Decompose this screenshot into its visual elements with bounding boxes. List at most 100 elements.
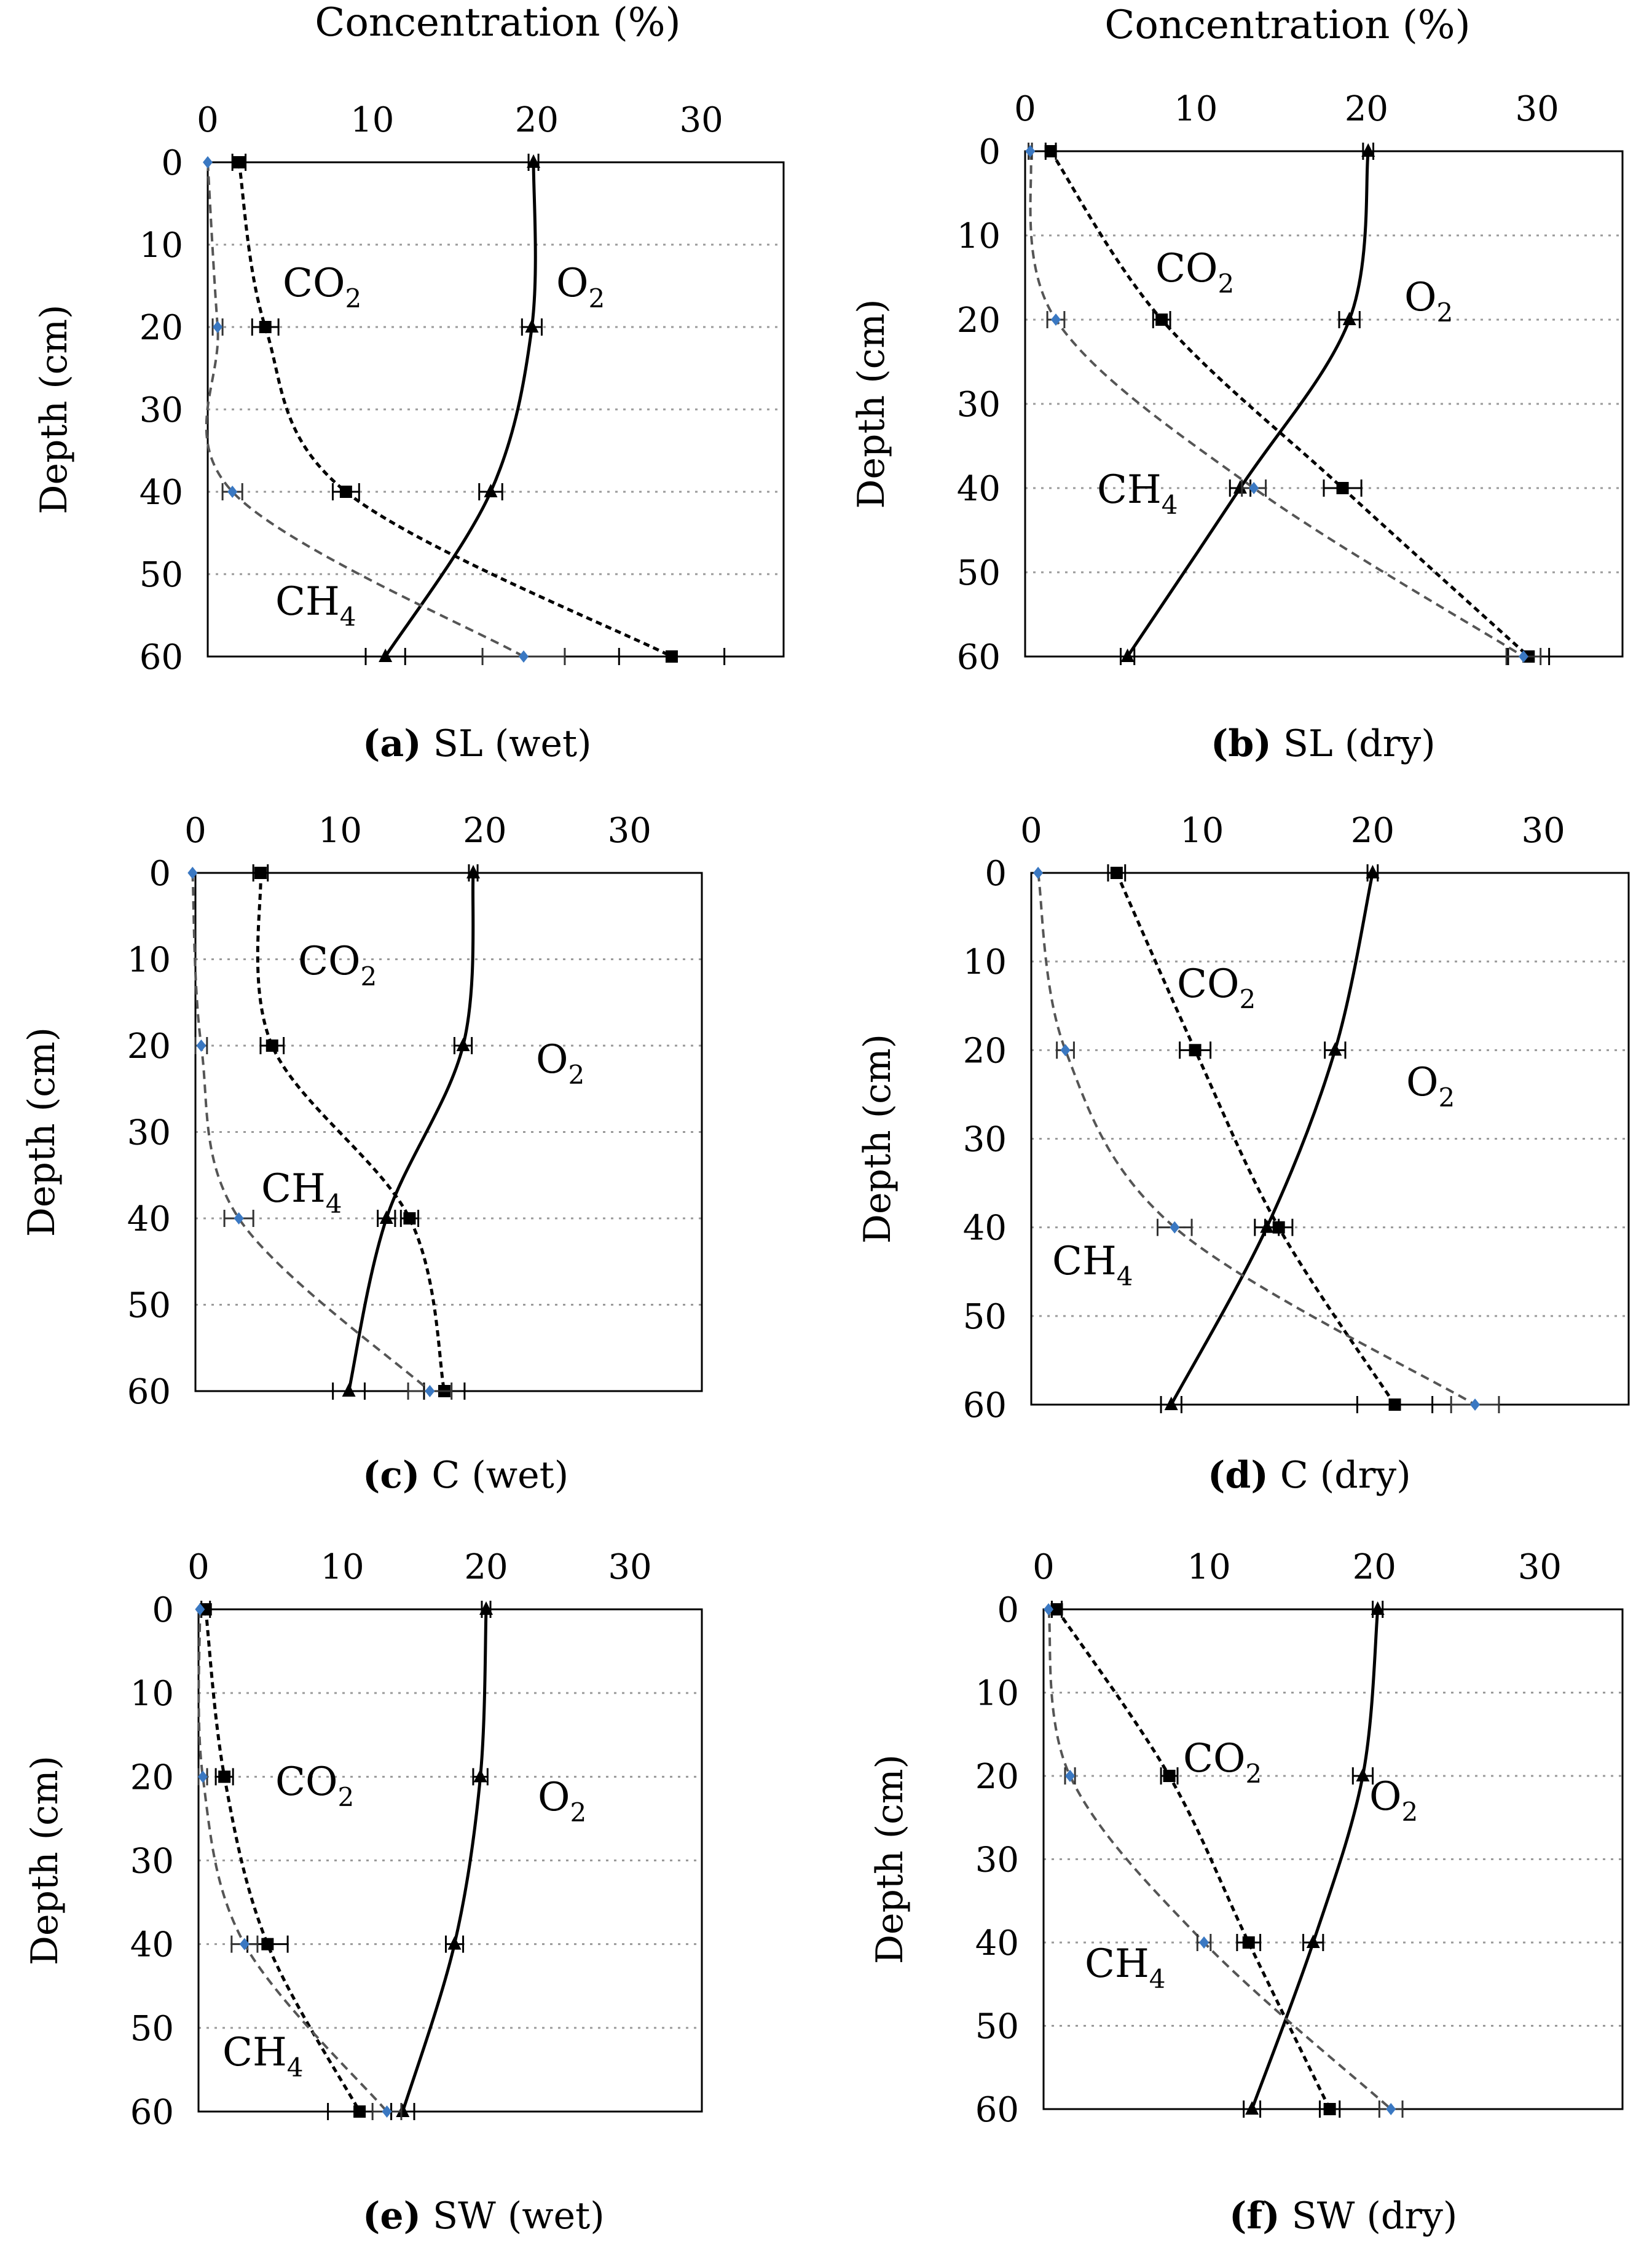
x-tick-label: 10 bbox=[1187, 1547, 1231, 1587]
y-tick-label: 60 bbox=[127, 1372, 171, 1412]
data-point-co2 bbox=[1272, 1221, 1285, 1234]
data-point-co2 bbox=[259, 321, 272, 333]
data-point-o2 bbox=[396, 2104, 410, 2117]
series-label-co2: CO2 bbox=[1155, 246, 1234, 299]
data-point-ch4 bbox=[213, 321, 223, 333]
y-tick-label: 40 bbox=[140, 473, 183, 513]
data-point-o2 bbox=[1361, 143, 1375, 157]
y-tick-label: 0 bbox=[149, 854, 171, 894]
data-point-ch4 bbox=[382, 2105, 392, 2118]
data-point-o2 bbox=[466, 865, 481, 878]
data-point-ch4 bbox=[1386, 2103, 1396, 2115]
series-line-co2 bbox=[1055, 1608, 1331, 2110]
data-point-o2 bbox=[1260, 1219, 1274, 1233]
series-label-o2: O2 bbox=[1404, 275, 1453, 328]
data-point-co2 bbox=[218, 1770, 231, 1783]
y-tick-label: 50 bbox=[130, 2009, 174, 2049]
plot-frame bbox=[1024, 150, 1624, 658]
data-point-o2 bbox=[525, 319, 539, 333]
x-tick-label: 30 bbox=[608, 811, 651, 851]
y-tick-label: 40 bbox=[963, 1209, 1007, 1248]
data-point-co2 bbox=[199, 1603, 212, 1615]
y-tick-label: 40 bbox=[975, 1923, 1019, 1963]
data-point-o2 bbox=[342, 1383, 356, 1397]
y-tick-label: 60 bbox=[140, 637, 183, 677]
data-point-co2 bbox=[232, 156, 245, 168]
x-tick-label: 20 bbox=[1351, 811, 1394, 851]
x-tick-label: 10 bbox=[318, 811, 362, 851]
series-label-o2: O2 bbox=[556, 261, 605, 314]
series-label-ch4: CH4 bbox=[261, 1166, 342, 1219]
x-tick-label: 10 bbox=[1174, 89, 1217, 129]
x-tick-label: 30 bbox=[1518, 1547, 1562, 1587]
data-point-ch4 bbox=[195, 1603, 205, 1615]
data-point-co2 bbox=[1163, 1770, 1176, 1782]
data-point-co2 bbox=[339, 486, 352, 498]
data-point-o2 bbox=[1306, 1935, 1320, 1948]
y-tick-label: 0 bbox=[152, 1590, 174, 1630]
x-tick-label: 30 bbox=[1516, 89, 1559, 129]
data-point-co2 bbox=[665, 650, 678, 663]
series-label-ch4: CH4 bbox=[1052, 1239, 1133, 1292]
data-point-o2 bbox=[379, 649, 393, 662]
y-tick-label: 50 bbox=[963, 1297, 1007, 1337]
series-label-ch4: CH4 bbox=[1085, 1941, 1166, 1994]
data-point-ch4 bbox=[1170, 1221, 1180, 1234]
series-label-o2: O2 bbox=[536, 1037, 584, 1090]
series-label-o2: O2 bbox=[538, 1775, 586, 1828]
y-tick-label: 40 bbox=[127, 1199, 171, 1239]
data-point-ch4 bbox=[227, 486, 238, 498]
y-tick-label: 30 bbox=[127, 1113, 171, 1153]
data-point-o2 bbox=[1328, 1042, 1342, 1056]
data-point-o2 bbox=[1366, 865, 1380, 878]
series-line-co2 bbox=[204, 1609, 361, 2113]
data-point-ch4 bbox=[1470, 1398, 1481, 1411]
data-point-co2 bbox=[1242, 1936, 1255, 1949]
panel-caption: (f) SW (dry) bbox=[1229, 2195, 1457, 2238]
y-axis-label: Depth (cm) bbox=[33, 304, 76, 514]
data-point-ch4 bbox=[198, 1770, 208, 1783]
data-point-o2 bbox=[479, 1601, 493, 1615]
data-point-ch4 bbox=[1199, 1936, 1210, 1949]
data-point-co2 bbox=[266, 1039, 278, 1052]
series-line-co2 bbox=[1115, 872, 1396, 1406]
data-point-ch4 bbox=[1249, 482, 1259, 494]
y-tick-label: 50 bbox=[975, 2007, 1019, 2047]
data-point-ch4 bbox=[519, 650, 529, 663]
y-tick-label: 50 bbox=[957, 553, 1001, 593]
y-tick-label: 10 bbox=[127, 941, 171, 980]
series-line-o2 bbox=[1170, 872, 1374, 1406]
data-point-ch4 bbox=[234, 1212, 244, 1225]
y-tick-label: 20 bbox=[963, 1031, 1007, 1071]
data-point-ch4 bbox=[1065, 1770, 1076, 1782]
panel-c: 0 10 20 30 0 10 20 30 40 50 60 Depth (cm) CO2 O2 CH4 (c… bbox=[20, 811, 703, 1497]
x-tick-label: 0 bbox=[187, 1547, 210, 1587]
y-tick-label: 60 bbox=[975, 2090, 1019, 2130]
series-label-co2: CO2 bbox=[275, 1759, 354, 1812]
data-point-o2 bbox=[1164, 1397, 1178, 1410]
panel-b: 0 10 20 30 0 10 20 30 40 50 60 Depth (cm) Concentrat… bbox=[850, 2, 1624, 765]
panel-caption: (c) C (wet) bbox=[363, 1454, 568, 1497]
y-tick-label: 60 bbox=[963, 1386, 1007, 1426]
data-point-o2 bbox=[1371, 1601, 1385, 1615]
data-point-ch4 bbox=[1033, 867, 1044, 879]
y-tick-label: 60 bbox=[957, 637, 1001, 677]
series-label-ch4: CH4 bbox=[1097, 467, 1178, 520]
y-axis-label: Depth (cm) bbox=[850, 299, 893, 508]
y-tick-label: 20 bbox=[127, 1027, 171, 1067]
y-tick-label: 60 bbox=[130, 2092, 174, 2132]
series-line-co2 bbox=[256, 872, 446, 1392]
series-line-ch4 bbox=[191, 872, 431, 1392]
panel-caption: (e) SW (wet) bbox=[363, 2195, 605, 2238]
data-point-co2 bbox=[1388, 1398, 1401, 1411]
x-tick-label: 10 bbox=[320, 1547, 364, 1587]
data-point-co2 bbox=[254, 867, 267, 879]
y-tick-label: 0 bbox=[985, 854, 1007, 894]
x-tick-label: 20 bbox=[464, 1547, 508, 1587]
series-label-co2: CO2 bbox=[298, 939, 377, 992]
x-tick-label: 10 bbox=[1180, 811, 1224, 851]
panel-e: 0 10 20 30 0 10 20 30 40 50 60 Depth (cm) CO2 O2 CH4 (e… bbox=[23, 1547, 703, 2238]
x-tick-label: 20 bbox=[515, 100, 559, 140]
y-tick-label: 40 bbox=[130, 1925, 174, 1965]
series-line-o2 bbox=[1126, 151, 1370, 658]
